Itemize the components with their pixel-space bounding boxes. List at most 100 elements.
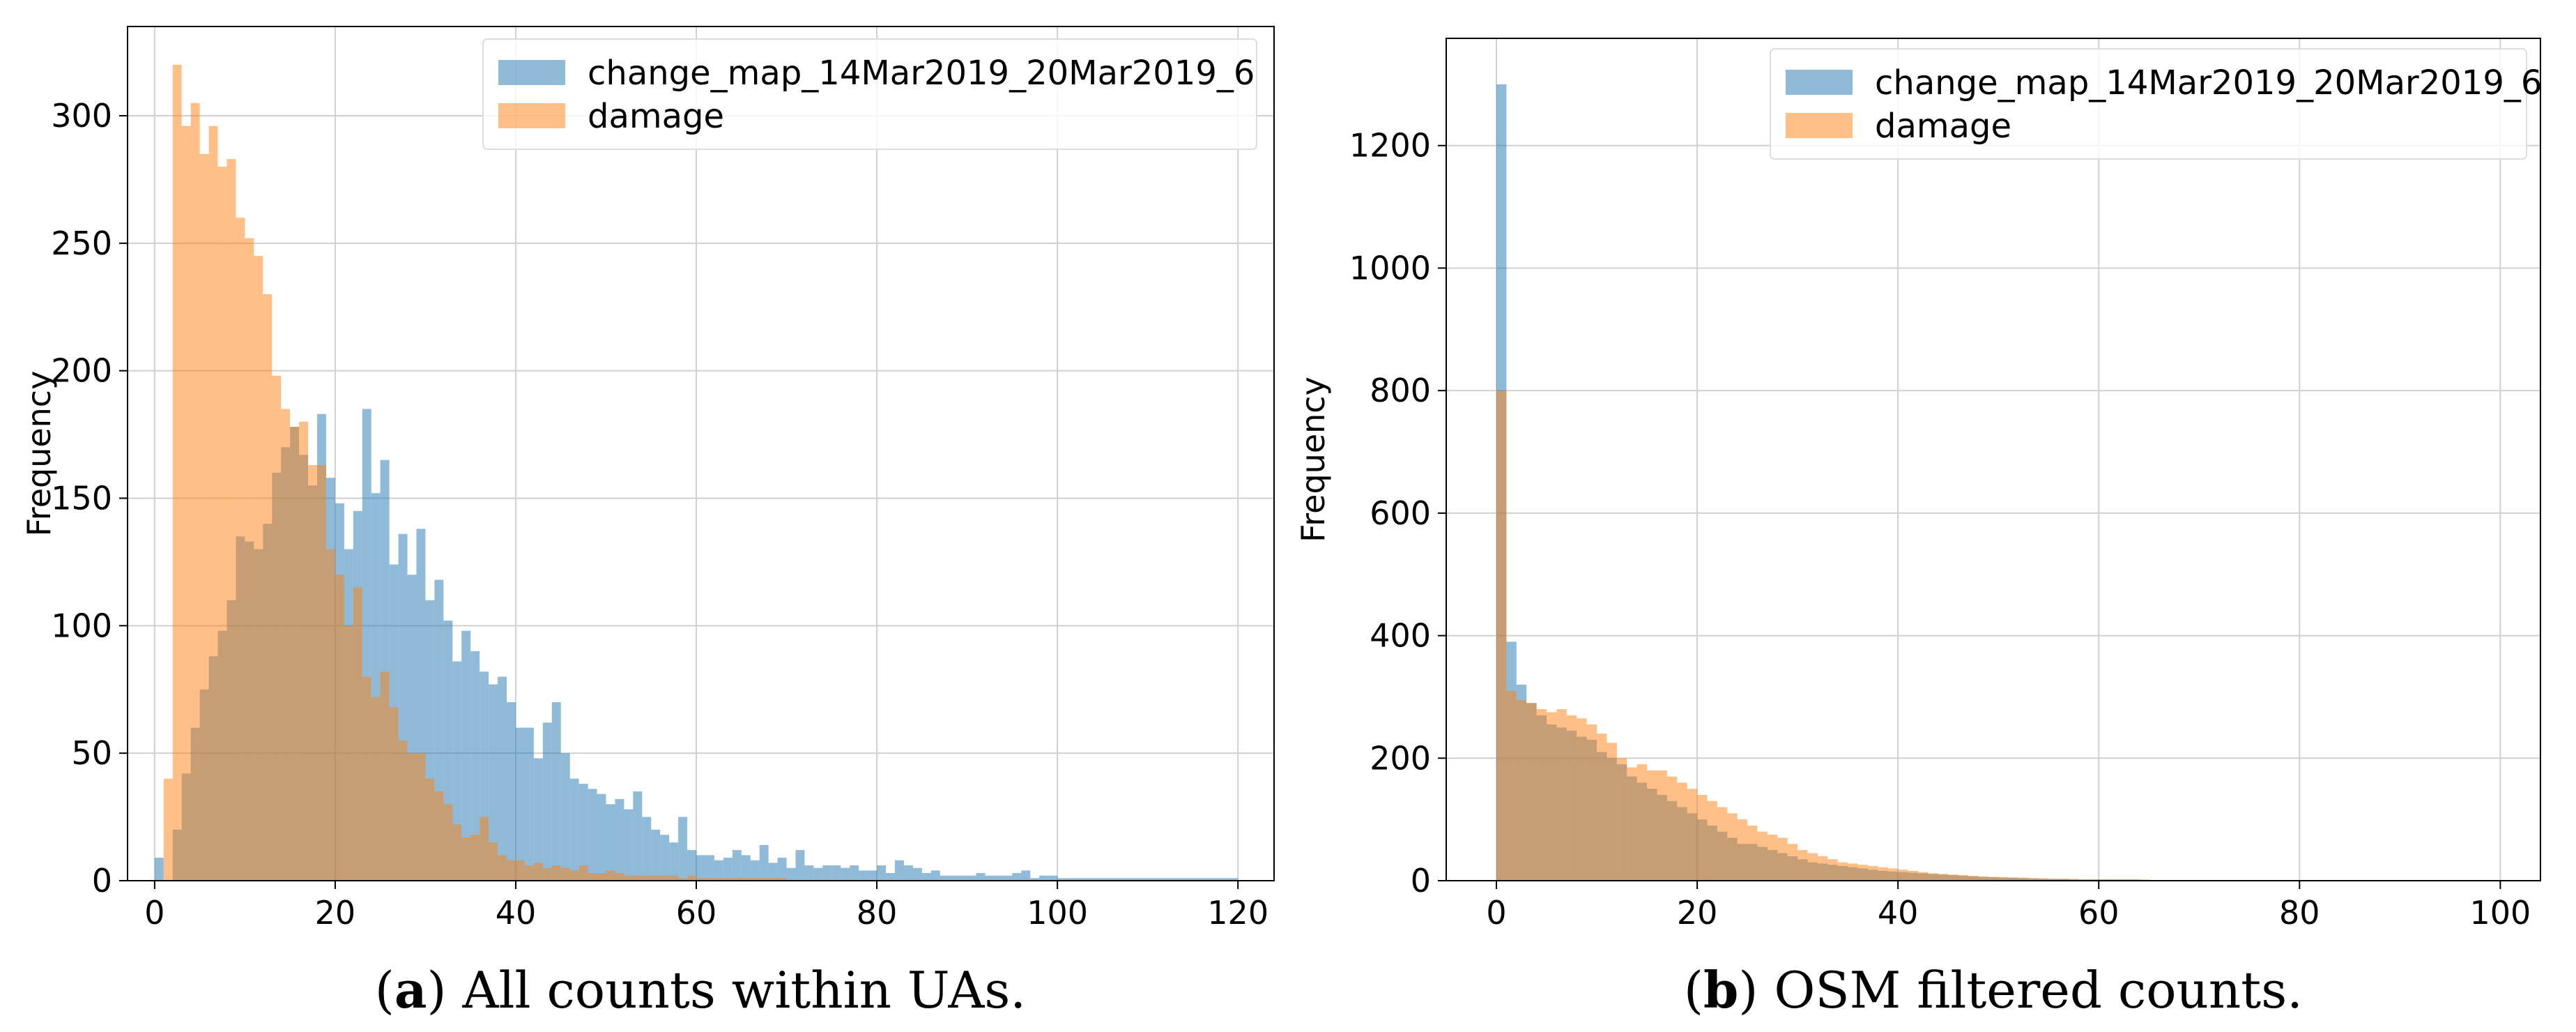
ticks-a: 0 20 40 60 80 100 120 0 50 100 150 200 250 300 xyxy=(51,97,1268,932)
bar-damage xyxy=(1928,873,1938,881)
bar-change-map xyxy=(714,860,723,881)
bar-change-map xyxy=(958,875,967,881)
bar-change-map xyxy=(750,860,760,881)
bar-damage xyxy=(1597,734,1607,881)
bar-change-map xyxy=(1211,878,1220,881)
bar-change-map xyxy=(930,870,940,881)
x-tick-label: 40 xyxy=(496,894,537,932)
bar-damage xyxy=(1867,865,1878,881)
y-tick-label: 100 xyxy=(51,607,112,644)
bar-damage xyxy=(362,676,371,881)
bar-damage xyxy=(452,824,462,881)
bar-damage xyxy=(443,804,453,881)
bar-change-map xyxy=(1003,875,1013,881)
bar-damage xyxy=(254,256,263,881)
bar-damage xyxy=(1697,795,1708,881)
bar-damage xyxy=(1998,877,2009,881)
bar-damage xyxy=(1837,862,1848,881)
bar-change-map xyxy=(597,794,606,881)
bar-damage xyxy=(498,855,507,881)
bar-change-map xyxy=(903,865,913,881)
bar-change-map xyxy=(154,858,164,881)
bar-change-map xyxy=(1156,878,1166,881)
bar-damage xyxy=(524,865,534,881)
bar-change-map xyxy=(813,867,823,881)
bar-damage xyxy=(163,778,173,881)
bar-damage xyxy=(723,878,733,881)
bar-damage xyxy=(470,835,480,881)
y-tick-label: 1200 xyxy=(1349,127,1431,165)
caption-b: (b) OSM filtered counts. xyxy=(1684,960,2303,1019)
x-tick-label: 80 xyxy=(857,894,898,932)
bar-change-map xyxy=(1084,878,1094,881)
bar-change-map xyxy=(741,855,751,881)
bar-damage xyxy=(1988,877,1999,881)
y-tick-label: 200 xyxy=(51,352,112,390)
bar-damage xyxy=(344,625,353,881)
bar-damage xyxy=(669,875,679,881)
bar-damage xyxy=(624,875,634,881)
bar-change-map xyxy=(940,875,949,881)
bar-change-map xyxy=(1075,878,1084,881)
bar-damage xyxy=(1707,800,1717,881)
bars-a xyxy=(154,64,1239,881)
bar-change-map xyxy=(777,858,787,881)
caption-text-a: All counts within UAs. xyxy=(462,961,1027,1019)
y-tick-label: 800 xyxy=(1370,372,1431,409)
bar-change-map xyxy=(633,791,643,881)
bar-damage xyxy=(1807,853,1818,881)
legend-label-damage-a: damage xyxy=(588,97,724,136)
bar-damage xyxy=(1616,758,1627,881)
bar-change-map xyxy=(976,873,986,881)
bar-change-map xyxy=(795,850,805,881)
ylabel-b: Frequency xyxy=(1294,377,1332,542)
x-tick-label: 60 xyxy=(2078,894,2119,932)
legend-box-a xyxy=(482,38,1257,150)
x-tick-label: 120 xyxy=(1207,894,1268,932)
bar-change-map xyxy=(588,789,597,881)
bar-damage xyxy=(398,740,408,881)
bar-damage xyxy=(480,817,489,881)
bar-damage xyxy=(325,549,335,881)
legend-swatch-change-map-a xyxy=(498,60,565,85)
bar-damage xyxy=(1577,718,1587,881)
bar-change-map xyxy=(1048,875,1058,881)
legend-swatch-damage-a xyxy=(498,103,565,128)
bar-change-map xyxy=(1111,878,1121,881)
bar-damage xyxy=(1948,874,1958,881)
legend-swatch-change-map-b xyxy=(1786,70,1853,95)
bar-change-map xyxy=(894,860,904,881)
bar-damage xyxy=(489,842,498,881)
bar-damage xyxy=(606,870,615,881)
bar-damage xyxy=(777,878,787,881)
bar-change-map xyxy=(949,875,958,881)
bar-damage xyxy=(1496,390,1507,881)
bar-damage xyxy=(461,837,471,881)
bar-damage xyxy=(714,878,723,881)
bar-damage xyxy=(245,238,254,881)
bar-damage xyxy=(2008,877,2019,881)
bar-change-map xyxy=(1193,878,1202,881)
bar-damage xyxy=(263,294,273,881)
bar-damage xyxy=(1978,876,1988,881)
caption-a: (a) All counts within UAs. xyxy=(375,960,1026,1019)
bar-damage xyxy=(705,878,714,881)
bar-change-map xyxy=(850,865,859,881)
bar-damage xyxy=(651,875,661,881)
bar-damage xyxy=(1917,872,1929,881)
x-tick-label: 20 xyxy=(1677,894,1718,932)
y-tick-label: 1000 xyxy=(1349,249,1431,287)
bar-damage xyxy=(416,753,426,881)
bar-damage xyxy=(1536,709,1547,881)
bar-change-map xyxy=(1093,878,1103,881)
bar-damage xyxy=(227,159,236,881)
bar-damage xyxy=(1737,819,1748,881)
bar-damage xyxy=(1526,703,1537,881)
bar-change-map xyxy=(1138,878,1148,881)
bar-damage xyxy=(308,464,318,881)
bar-change-map xyxy=(804,865,814,881)
bar-damage xyxy=(2038,878,2049,881)
x-tick-label: 0 xyxy=(144,894,164,932)
